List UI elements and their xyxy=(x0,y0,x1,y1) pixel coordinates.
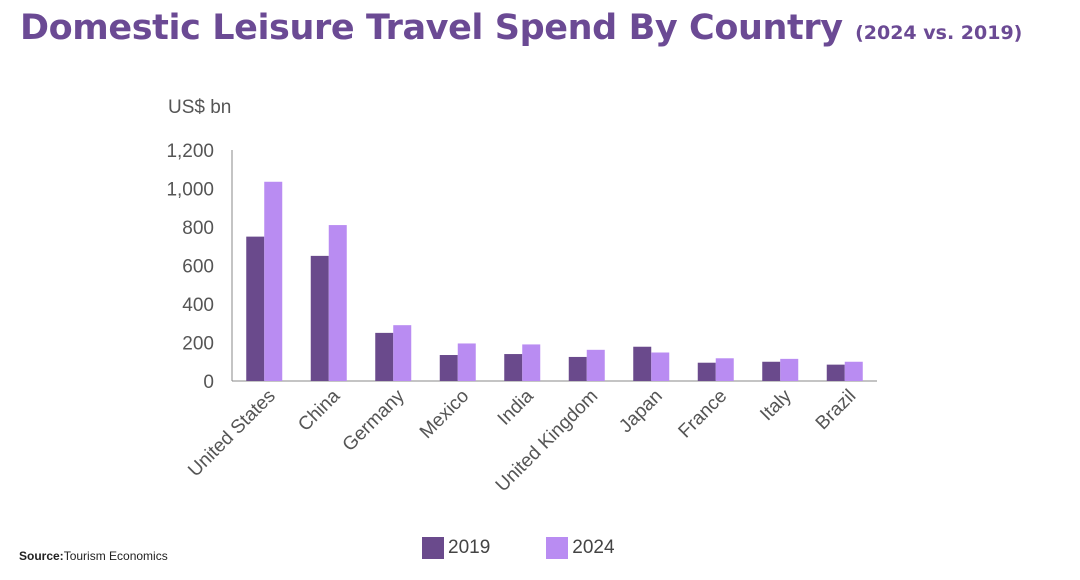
chart-subtitle: (2024 vs. 2019) xyxy=(855,22,1023,44)
bar-2024-brazil xyxy=(844,361,863,381)
legend-item-2019: 2019 xyxy=(422,537,490,559)
bar-2019-india xyxy=(504,354,523,381)
bar-2019-china xyxy=(310,255,329,381)
y-tick-label: 400 xyxy=(182,295,214,316)
legend: 2019 2024 xyxy=(422,537,671,559)
bar-2019-united-states xyxy=(246,236,265,381)
bar-2019-italy xyxy=(762,361,781,381)
bar-2024-united-kingdom xyxy=(586,349,605,381)
bar-2019-france xyxy=(697,362,716,381)
bar-2019-japan xyxy=(633,346,652,381)
legend-item-2024: 2024 xyxy=(546,537,615,559)
x-tick-label: Brazil xyxy=(812,386,860,434)
x-tick-label: China xyxy=(294,385,344,435)
legend-swatch-2024 xyxy=(546,537,569,559)
bar-2019-united-kingdom xyxy=(568,356,587,381)
legend-label-2019: 2019 xyxy=(448,537,491,558)
legend-swatch-2019 xyxy=(422,537,444,559)
y-tick-label: 800 xyxy=(182,218,214,239)
source-text: Tourism Economics xyxy=(63,549,168,563)
bar-2024-china xyxy=(328,225,347,381)
x-tick-label: France xyxy=(675,386,732,443)
title-row: Domestic Leisure Travel Spend By Country… xyxy=(20,8,1022,48)
y-tick-label: 0 xyxy=(203,372,214,393)
source-note: Source:Tourism Economics xyxy=(19,549,168,563)
bar-2024-italy xyxy=(780,358,799,381)
bar-2019-germany xyxy=(375,332,394,381)
bar-2024-mexico xyxy=(457,343,476,381)
y-tick-label: 200 xyxy=(182,334,214,355)
legend-label-2024: 2024 xyxy=(572,537,615,558)
bar-2024-india xyxy=(522,344,541,381)
x-tick-label: United States xyxy=(184,386,280,482)
x-tick-label: Italy xyxy=(756,385,796,425)
y-axis-unit-label: US$ bn xyxy=(168,97,232,118)
x-tick-label: Germany xyxy=(339,385,409,455)
bar-2024-united-states xyxy=(264,181,283,381)
bar-2019-mexico xyxy=(439,355,458,381)
bar-2024-japan xyxy=(651,352,670,381)
x-tick-label: Mexico xyxy=(416,386,473,443)
bar-2024-france xyxy=(715,358,734,381)
y-tick-label: 1,200 xyxy=(166,141,214,162)
x-tick-label: India xyxy=(494,385,538,429)
bar-2019-brazil xyxy=(826,364,845,381)
y-tick-label: 600 xyxy=(182,257,214,278)
y-tick-label: 1,000 xyxy=(166,180,214,201)
bar-2024-germany xyxy=(393,325,412,381)
x-tick-label: Japan xyxy=(615,386,666,437)
chart-title: Domestic Leisure Travel Spend By Country xyxy=(20,8,843,48)
source-label: Source: xyxy=(19,549,64,563)
